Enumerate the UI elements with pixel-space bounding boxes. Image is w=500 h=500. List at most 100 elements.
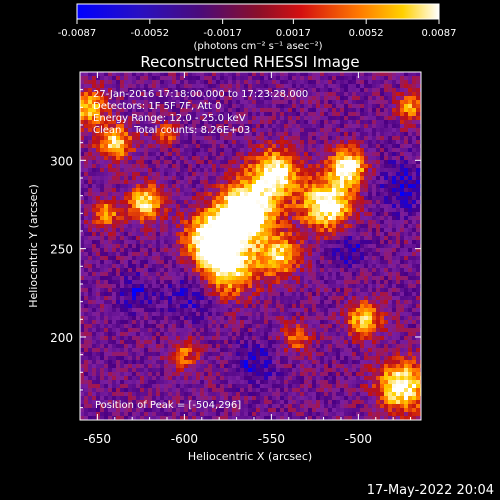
heatmap-cell — [300, 216, 304, 220]
heatmap-cell — [348, 96, 352, 100]
heatmap-cell — [136, 80, 140, 84]
heatmap-cell — [416, 180, 420, 184]
heatmap-cell — [340, 244, 344, 248]
colorbar-tick-label: 0.0017 — [276, 28, 311, 39]
heatmap-cell — [164, 288, 168, 292]
heatmap-cell — [396, 140, 400, 144]
heatmap-cell — [316, 288, 320, 292]
heatmap-cell — [316, 176, 320, 180]
heatmap-cell — [288, 80, 292, 84]
heatmap-cell — [192, 164, 196, 168]
heatmap-cell — [128, 256, 132, 260]
heatmap-cell — [128, 140, 132, 144]
heatmap-cell — [380, 96, 384, 100]
heatmap-cell — [216, 72, 220, 76]
heatmap-cell — [152, 132, 156, 136]
heatmap-cell — [368, 236, 372, 240]
heatmap-cell — [380, 188, 384, 192]
heatmap-cell — [92, 144, 96, 148]
heatmap-cell — [260, 280, 264, 284]
heatmap-cell — [164, 236, 168, 240]
heatmap-cell — [256, 248, 260, 252]
heatmap-cell — [128, 260, 132, 264]
heatmap-cell — [316, 152, 320, 156]
heatmap-cell — [164, 144, 168, 148]
heatmap-cell — [116, 236, 120, 240]
heatmap-cell — [324, 232, 328, 236]
heatmap-cell — [224, 132, 228, 136]
heatmap-cell — [192, 76, 196, 80]
heatmap-cell — [268, 188, 272, 192]
heatmap-cell — [296, 164, 300, 168]
heatmap-cell — [164, 248, 168, 252]
heatmap-cell — [120, 76, 124, 80]
heatmap-cell — [356, 204, 360, 208]
heatmap-cell — [280, 192, 284, 196]
heatmap-cell — [404, 212, 408, 216]
heatmap-cell — [252, 232, 256, 236]
heatmap-cell — [192, 152, 196, 156]
heatmap-cell — [272, 248, 276, 252]
heatmap-cell — [104, 104, 108, 108]
heatmap-cell — [160, 112, 164, 116]
heatmap-cell — [316, 140, 320, 144]
heatmap-cell — [220, 276, 224, 280]
heatmap-cell — [204, 212, 208, 216]
heatmap-cell — [200, 152, 204, 156]
heatmap-cell — [124, 208, 128, 212]
heatmap-cell — [220, 196, 224, 200]
heatmap-cell — [168, 100, 172, 104]
heatmap-cell — [392, 280, 396, 284]
heatmap-cell — [248, 72, 252, 76]
heatmap-cell — [120, 156, 124, 160]
heatmap-cell — [332, 268, 336, 272]
heatmap-cell — [132, 160, 136, 164]
heatmap-cell — [88, 124, 92, 128]
heatmap-cell — [396, 280, 400, 284]
heatmap-cell — [180, 184, 184, 188]
heatmap-cell — [128, 116, 132, 120]
heatmap-cell — [228, 260, 232, 264]
heatmap-cell — [120, 284, 124, 288]
heatmap-cell — [168, 184, 172, 188]
heatmap-cell — [276, 172, 280, 176]
heatmap-cell — [212, 140, 216, 144]
heatmap-cell — [384, 104, 388, 108]
heatmap-cell — [376, 96, 380, 100]
heatmap-cell — [304, 212, 308, 216]
heatmap-cell — [212, 264, 216, 268]
heatmap-cell — [116, 204, 120, 208]
heatmap-cell — [288, 284, 292, 288]
heatmap-cell — [236, 288, 240, 292]
heatmap-cell — [132, 244, 136, 248]
heatmap-cell — [404, 224, 408, 228]
heatmap-cell — [152, 112, 156, 116]
heatmap-cell — [416, 176, 420, 180]
heatmap-cell — [100, 216, 104, 220]
heatmap-cell — [212, 164, 216, 168]
heatmap-cell — [132, 300, 136, 304]
heatmap-cell — [348, 188, 352, 192]
heatmap-cell — [84, 152, 88, 156]
heatmap-cell — [108, 252, 112, 256]
heatmap-cell — [320, 176, 324, 180]
heatmap-cell — [224, 80, 228, 84]
heatmap-cell — [236, 136, 240, 140]
heatmap-cell — [288, 256, 292, 260]
heatmap-cell — [368, 264, 372, 268]
heatmap-cell — [328, 128, 332, 132]
heatmap-cell — [316, 220, 320, 224]
heatmap-cell — [152, 284, 156, 288]
heatmap-cell — [360, 116, 364, 120]
heatmap-cell — [168, 208, 172, 212]
heatmap-cell — [188, 176, 192, 180]
heatmap-cell — [216, 156, 220, 160]
heatmap-cell — [368, 244, 372, 248]
heatmap-cell — [260, 188, 264, 192]
heatmap-cell — [316, 132, 320, 136]
heatmap-cell — [128, 168, 132, 172]
heatmap-cell — [220, 236, 224, 240]
heatmap-cell — [228, 128, 232, 132]
heatmap-cell — [272, 88, 276, 92]
heatmap-cell — [96, 88, 100, 92]
